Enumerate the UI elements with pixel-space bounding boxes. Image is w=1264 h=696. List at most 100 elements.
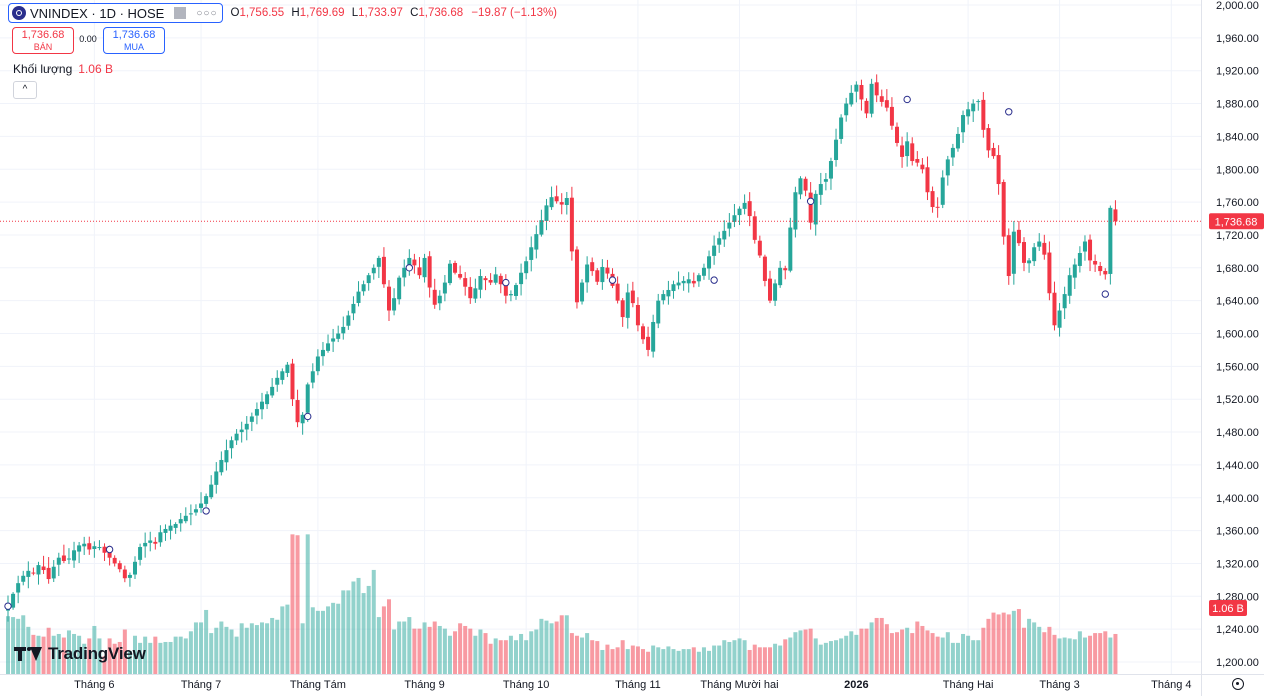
candle-body	[818, 184, 823, 195]
candle-body	[87, 543, 92, 550]
candle-body	[143, 542, 148, 547]
candle-body	[72, 550, 77, 561]
candle-body	[996, 155, 1001, 185]
volume-bar	[610, 649, 615, 674]
price-tick-label: 1,920.00	[1216, 66, 1259, 78]
candle-body	[651, 322, 656, 352]
candle-body	[646, 336, 651, 350]
volume-bar	[21, 615, 26, 674]
candle-body	[1067, 275, 1072, 296]
candle-body	[102, 546, 107, 553]
volume-bar	[864, 628, 869, 674]
volume-bar	[371, 569, 376, 674]
volume-bar	[412, 628, 417, 674]
candle-body	[117, 563, 122, 570]
volume-legend[interactable]: Khối lượng 1.06 B	[13, 62, 113, 76]
volume-bar	[961, 633, 966, 674]
time-tick-label: Tháng 7	[181, 679, 221, 691]
candle-body	[966, 109, 971, 117]
volume-bar	[437, 625, 442, 674]
volume-bar	[615, 647, 620, 674]
tradingview-logo[interactable]: TradingView	[14, 644, 146, 664]
price-tick-label: 1,680.00	[1216, 263, 1259, 275]
collapse-legend-button[interactable]: ^	[13, 81, 37, 99]
volume-bar	[701, 647, 706, 674]
event-markers	[4, 95, 1109, 610]
candle-body	[1027, 260, 1032, 264]
volume-bar	[529, 631, 534, 674]
price-axis[interactable]: 1,200.001,240.001,280.001,320.001,360.00…	[1201, 0, 1259, 696]
time-tick-label: Tháng 3	[1039, 679, 1079, 691]
volume-bar	[356, 577, 361, 674]
candle-body	[569, 197, 574, 252]
candle-body	[163, 528, 168, 533]
candle-body	[51, 566, 56, 579]
candle-body	[925, 167, 930, 193]
volume-bar	[51, 635, 56, 674]
candle-body	[468, 286, 473, 299]
volume-bars	[6, 534, 1118, 674]
candle-body	[478, 276, 483, 290]
time-tick-label: Tháng 9	[404, 679, 444, 691]
volume-bar	[351, 581, 356, 674]
volume-bar	[168, 641, 173, 674]
candle-body	[666, 289, 671, 297]
volume-bar	[788, 637, 793, 674]
candle-body	[976, 101, 981, 103]
visibility-icon[interactable]	[174, 7, 187, 19]
volume-bar	[600, 649, 605, 674]
more-options-icon[interactable]: ○○○	[196, 7, 218, 19]
volume-bar	[524, 640, 529, 674]
candle-body	[945, 159, 950, 176]
candle-body	[737, 208, 742, 216]
volume-bar	[874, 617, 879, 674]
volume-bar	[681, 649, 686, 674]
candle-body	[813, 193, 818, 225]
candle-body	[844, 103, 849, 116]
candle-body	[681, 280, 686, 284]
volume-bar	[737, 638, 742, 674]
event-marker-icon	[903, 95, 911, 104]
volume-bar	[1072, 639, 1077, 674]
candle-body	[432, 289, 437, 305]
sell-button[interactable]: 1,736.68 BÁN	[12, 27, 74, 54]
volume-bar	[798, 630, 803, 674]
volume-bar	[249, 623, 254, 674]
candle-body	[260, 401, 264, 410]
event-marker-icon	[405, 264, 414, 272]
volume-bar	[453, 631, 458, 674]
volume-bar	[869, 622, 874, 674]
volume-bar	[793, 632, 798, 674]
candle-body	[798, 178, 803, 195]
volume-bar	[498, 640, 503, 674]
volume-bar	[839, 638, 844, 674]
time-axis[interactable]: Tháng 6 Tháng 7 Tháng Tám Tháng 9 Tháng 10 Th…	[0, 674, 1264, 692]
symbol-selector[interactable]: VNINDEX · 1D · HOSE ○○○	[8, 3, 224, 23]
volume-bar	[646, 651, 651, 674]
candle-body	[915, 159, 920, 163]
candle-body	[900, 145, 905, 157]
chart-settings-icon[interactable]	[1232, 678, 1244, 690]
volume-bar	[844, 635, 849, 674]
time-tick-label: Tháng 6	[74, 679, 114, 691]
candle-body	[849, 92, 854, 105]
volume-bar	[930, 633, 935, 674]
volume-value: 1.06 B	[78, 62, 113, 76]
candle-body	[859, 85, 864, 100]
candle-body	[574, 249, 579, 303]
volume-bar	[574, 635, 579, 674]
candle-body	[950, 147, 955, 158]
candle-body	[16, 583, 21, 593]
buy-button[interactable]: 1,736.68 MUA	[103, 27, 165, 54]
price-tick-label: 1,240.00	[1216, 624, 1259, 636]
candle-body	[346, 315, 351, 326]
price-tick-label: 1,960.00	[1216, 33, 1259, 45]
volume-bar	[712, 645, 717, 674]
volume-bar	[1032, 622, 1037, 674]
volume-bar	[493, 638, 498, 674]
volume-bar	[1108, 637, 1113, 674]
candle-body	[285, 364, 290, 373]
candle-body	[133, 561, 137, 575]
candle-body	[580, 282, 585, 302]
